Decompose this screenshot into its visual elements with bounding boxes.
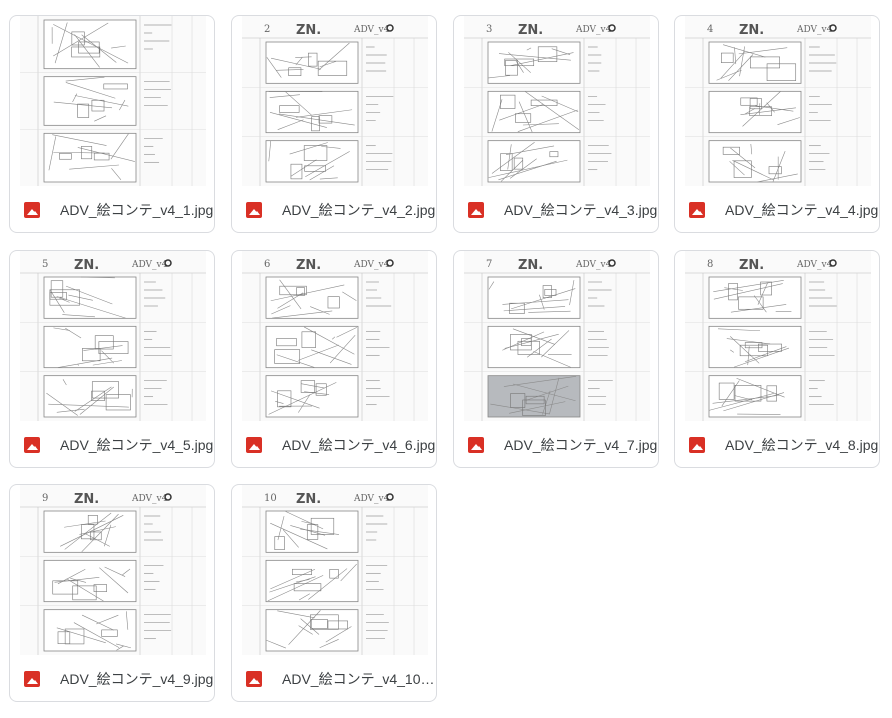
- file-footer: ADV_絵コンテ_v4_2.jpg: [232, 186, 436, 232]
- file-name: ADV_絵コンテ_v4_5.jpg: [60, 437, 214, 453]
- file-name: ADV_絵コンテ_v4_9.jpg: [60, 671, 214, 687]
- storyboard-thumbnail: 10 ZN. ADV_v4: [242, 485, 428, 655]
- image-file-icon: [24, 202, 40, 218]
- storyboard-thumbnail: 5 ZN. ADV_v4: [20, 251, 206, 421]
- sketch-label: ADV_v4: [796, 25, 833, 35]
- storyboard-sketch: [20, 16, 206, 186]
- image-file-icon: [689, 202, 705, 218]
- sketch-logo: ZN.: [296, 492, 321, 507]
- file-name: ADV_絵コンテ_v4_3.jpg: [504, 202, 658, 218]
- file-name: ADV_絵コンテ_v4_10.jpg: [282, 671, 436, 687]
- file-card[interactable]: 6 ZN. ADV_v4 ADV_絵コンテ_v4_6.jpg: [231, 250, 437, 468]
- file-card[interactable]: 8 ZN. ADV_v4 ADV_絵コンテ_v4_8.jpg: [674, 250, 880, 468]
- page-number: 10: [264, 493, 277, 504]
- file-footer: ADV_絵コンテ_v4_1.jpg: [10, 186, 214, 232]
- file-card[interactable]: 3 ZN. ADV_v4 ADV_絵コンテ_v4_3.jpg: [453, 15, 659, 233]
- file-name: ADV_絵コンテ_v4_2.jpg: [282, 202, 436, 218]
- file-footer: ADV_絵コンテ_v4_10.jpg: [232, 655, 436, 701]
- file-card[interactable]: 2 ZN. ADV_v4 ADV_絵コンテ_v4_2.jpg: [231, 15, 437, 233]
- file-name: ADV_絵コンテ_v4_6.jpg: [282, 437, 436, 453]
- page-number: 9: [42, 493, 48, 504]
- page-number: 8: [707, 259, 713, 270]
- sketch-label: ADV_v4: [353, 260, 390, 270]
- storyboard-sketch: 4 ZN. ADV_v4: [685, 16, 871, 186]
- sketch-label: ADV_v4: [353, 494, 390, 504]
- file-card[interactable]: 7 ZN. ADV_v4 ADV_絵コンテ_v4_7.jpg: [453, 250, 659, 468]
- studio-logo-icon: [829, 259, 837, 267]
- storyboard-sketch: 9 ZN. ADV_v4: [20, 485, 206, 655]
- sketch-label: ADV_v4: [796, 260, 833, 270]
- file-footer: ADV_絵コンテ_v4_6.jpg: [232, 421, 436, 467]
- storyboard-thumbnail: 6 ZN. ADV_v4: [242, 251, 428, 421]
- sketch-logo: ZN.: [296, 23, 321, 38]
- storyboard-sketch: 3 ZN. ADV_v4: [464, 16, 650, 186]
- page-number: 4: [707, 24, 713, 35]
- sketch-label: ADV_v4: [575, 260, 612, 270]
- sketch-logo: ZN.: [518, 258, 543, 273]
- storyboard-sketch: 2 ZN. ADV_v4: [242, 16, 428, 186]
- file-footer: ADV_絵コンテ_v4_4.jpg: [675, 186, 879, 232]
- storyboard-thumbnail: 4 ZN. ADV_v4: [685, 16, 871, 186]
- sketch-logo: ZN.: [518, 23, 543, 38]
- image-file-icon: [246, 437, 262, 453]
- studio-logo-icon: [608, 24, 616, 32]
- storyboard-sketch: 6 ZN. ADV_v4: [242, 251, 428, 421]
- sketch-logo: ZN.: [739, 258, 764, 273]
- image-file-icon: [246, 671, 262, 687]
- file-footer: ADV_絵コンテ_v4_9.jpg: [10, 655, 214, 701]
- file-footer: ADV_絵コンテ_v4_8.jpg: [675, 421, 879, 467]
- studio-logo-icon: [386, 259, 394, 267]
- storyboard-thumbnail: 2 ZN. ADV_v4: [242, 16, 428, 186]
- image-file-icon: [468, 437, 484, 453]
- file-footer: ADV_絵コンテ_v4_7.jpg: [454, 421, 658, 467]
- storyboard-thumbnail: [20, 16, 206, 186]
- image-file-icon: [24, 671, 40, 687]
- page-number: 6: [264, 259, 270, 270]
- sketch-logo: ZN.: [74, 492, 99, 507]
- file-footer: ADV_絵コンテ_v4_5.jpg: [10, 421, 214, 467]
- page-number: 2: [264, 24, 270, 35]
- studio-logo-icon: [608, 259, 616, 267]
- studio-logo-icon: [386, 493, 394, 501]
- file-card[interactable]: ADV_絵コンテ_v4_1.jpg: [9, 15, 215, 233]
- file-card[interactable]: 4 ZN. ADV_v4 ADV_絵コンテ_v4_4.jpg: [674, 15, 880, 233]
- storyboard-sketch: 7 ZN. ADV_v4: [464, 251, 650, 421]
- studio-logo-icon: [164, 493, 172, 501]
- file-card[interactable]: 5 ZN. ADV_v4 ADV_絵コンテ_v4_5.jpg: [9, 250, 215, 468]
- file-name: ADV_絵コンテ_v4_8.jpg: [725, 437, 879, 453]
- sketch-logo: ZN.: [74, 258, 99, 273]
- file-footer: ADV_絵コンテ_v4_3.jpg: [454, 186, 658, 232]
- sketch-label: ADV_v4: [575, 25, 612, 35]
- sketch-logo: ZN.: [296, 258, 321, 273]
- studio-logo-icon: [386, 24, 394, 32]
- file-name: ADV_絵コンテ_v4_1.jpg: [60, 202, 214, 218]
- sketch-logo: ZN.: [739, 23, 764, 38]
- storyboard-sketch: 8 ZN. ADV_v4: [685, 251, 871, 421]
- file-card[interactable]: 9 ZN. ADV_v4 ADV_絵コンテ_v4_9.jpg: [9, 484, 215, 702]
- file-card[interactable]: 10 ZN. ADV_v4 ADV_絵コンテ_v4_10.jpg: [231, 484, 437, 702]
- studio-logo-icon: [164, 259, 172, 267]
- storyboard-thumbnail: 8 ZN. ADV_v4: [685, 251, 871, 421]
- image-file-icon: [468, 202, 484, 218]
- image-file-icon: [689, 437, 705, 453]
- file-name: ADV_絵コンテ_v4_7.jpg: [504, 437, 658, 453]
- page-number: 3: [486, 24, 492, 35]
- sketch-label: ADV_v4: [131, 494, 168, 504]
- storyboard-thumbnail: 3 ZN. ADV_v4: [464, 16, 650, 186]
- storyboard-thumbnail: 7 ZN. ADV_v4: [464, 251, 650, 421]
- page-number: 7: [486, 259, 492, 270]
- studio-logo-icon: [829, 24, 837, 32]
- sketch-label: ADV_v4: [353, 25, 390, 35]
- storyboard-sketch: 5 ZN. ADV_v4: [20, 251, 206, 421]
- storyboard-sketch: 10 ZN. ADV_v4: [242, 485, 428, 655]
- image-file-icon: [24, 437, 40, 453]
- page-number: 5: [42, 259, 48, 270]
- image-file-icon: [246, 202, 262, 218]
- storyboard-thumbnail: 9 ZN. ADV_v4: [20, 485, 206, 655]
- file-name: ADV_絵コンテ_v4_4.jpg: [725, 202, 879, 218]
- sketch-label: ADV_v4: [131, 260, 168, 270]
